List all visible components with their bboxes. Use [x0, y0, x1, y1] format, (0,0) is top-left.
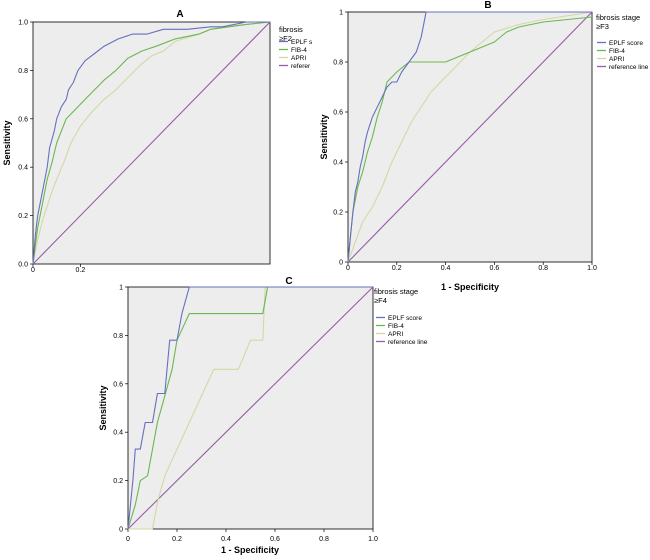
- series-line: [347, 16, 593, 263]
- x-tick-label: 0: [126, 536, 130, 543]
- y-axis-label: Sensitivity: [98, 385, 108, 430]
- legend-title: fibrosis: [279, 25, 303, 34]
- y-tick-label: 0.6: [113, 381, 123, 388]
- chart-B: B 0 0.2 0.4 0.6 0.8 1 0 0.2 0.4 0.6 0.8 1.0 Sensitivi…: [319, 0, 649, 292]
- legend-label: FIB-4: [291, 47, 307, 54]
- x-tick-label: 0: [346, 265, 350, 272]
- x-tick-label: 0.2: [172, 536, 182, 543]
- series-line: [32, 21, 270, 265]
- series-line: [127, 286, 373, 530]
- legend-title: ≥F2: [279, 34, 292, 43]
- y-tick-label: 0.2: [333, 210, 343, 217]
- chart-A: A 0.0 0.2 0.4 0.6 0.8 1.0 0 0.2 Sensitivity fibros…: [2, 9, 313, 274]
- y-tick-label: 0.6: [18, 116, 28, 123]
- legend-label: EPLF score: [609, 40, 643, 47]
- y-tick-label: 0.8: [333, 60, 343, 67]
- y-tick-label: 0.4: [18, 165, 28, 172]
- y-tick-label: 1.0: [18, 20, 28, 27]
- y-tick-label: 0.8: [113, 333, 123, 340]
- y-tick-label: 0.6: [333, 110, 343, 117]
- legend-label: reference line: [609, 64, 649, 71]
- x-tick-label: 0.2: [76, 267, 86, 274]
- y-tick-label: 0.2: [18, 213, 28, 220]
- y-axis-label: Sensitivity: [2, 120, 12, 165]
- y-axis-label: Sensitivity: [319, 114, 329, 159]
- x-tick-label: 0: [31, 267, 35, 274]
- series-line: [347, 11, 593, 263]
- series-line: [347, 11, 593, 263]
- x-tick-label: 0.6: [270, 536, 280, 543]
- series-line: [347, 11, 592, 263]
- x-axis-label: 1 - Specificity: [441, 282, 499, 292]
- x-tick-label: 0.6: [490, 265, 500, 272]
- legend-title: fibrosis stage: [374, 287, 418, 296]
- series-line: [127, 286, 373, 530]
- legend-title: ≥F4: [374, 296, 387, 305]
- x-tick-label: 0.4: [221, 536, 231, 543]
- y-tick-label: 0.2: [113, 478, 123, 485]
- panel-title: A: [176, 9, 183, 20]
- legend-label: reference line: [388, 339, 428, 346]
- legend-label: APRI: [609, 56, 624, 63]
- series-line: [32, 21, 271, 265]
- legend-label: referer: [291, 63, 311, 70]
- series-line: [32, 21, 271, 265]
- chart-C: C 0 0.2 0.4 0.6 0.8 1 0 0.2 0.4 0.6 0.8 1.0 Sensitivi…: [98, 276, 428, 555]
- legend-label: APRI: [291, 55, 306, 62]
- x-tick-label: 0.8: [319, 536, 329, 543]
- y-tick-label: 0: [339, 260, 343, 267]
- legend-label: FIB-4: [609, 48, 625, 55]
- y-tick-label: 1: [119, 285, 123, 292]
- legend-title: ≥F3: [596, 22, 609, 31]
- legend-label: EPLF score: [388, 315, 422, 322]
- legend-label: APRI: [388, 331, 403, 338]
- legend-title: fibrosis stage: [596, 13, 640, 22]
- panel-title: B: [484, 0, 491, 11]
- y-tick-label: 0.4: [113, 430, 123, 437]
- legend-label: FIB-4: [388, 323, 404, 330]
- y-tick-label: 0.0: [18, 262, 28, 269]
- series-line: [127, 286, 374, 530]
- y-tick-label: 0.4: [333, 160, 343, 167]
- y-tick-label: 0.8: [18, 68, 28, 75]
- x-tick-label: 0.2: [392, 265, 402, 272]
- x-axis-label: 1 - Specificity: [221, 545, 279, 555]
- x-tick-label: 1.0: [368, 536, 378, 543]
- x-tick-label: 1.0: [587, 265, 597, 272]
- y-tick-label: 0: [119, 527, 123, 534]
- x-tick-label: 0.4: [441, 265, 451, 272]
- y-tick-label: 1: [339, 10, 343, 17]
- legend-label: EPLF s: [291, 39, 313, 46]
- x-tick-label: 0.8: [538, 265, 548, 272]
- panel-title: C: [285, 276, 292, 287]
